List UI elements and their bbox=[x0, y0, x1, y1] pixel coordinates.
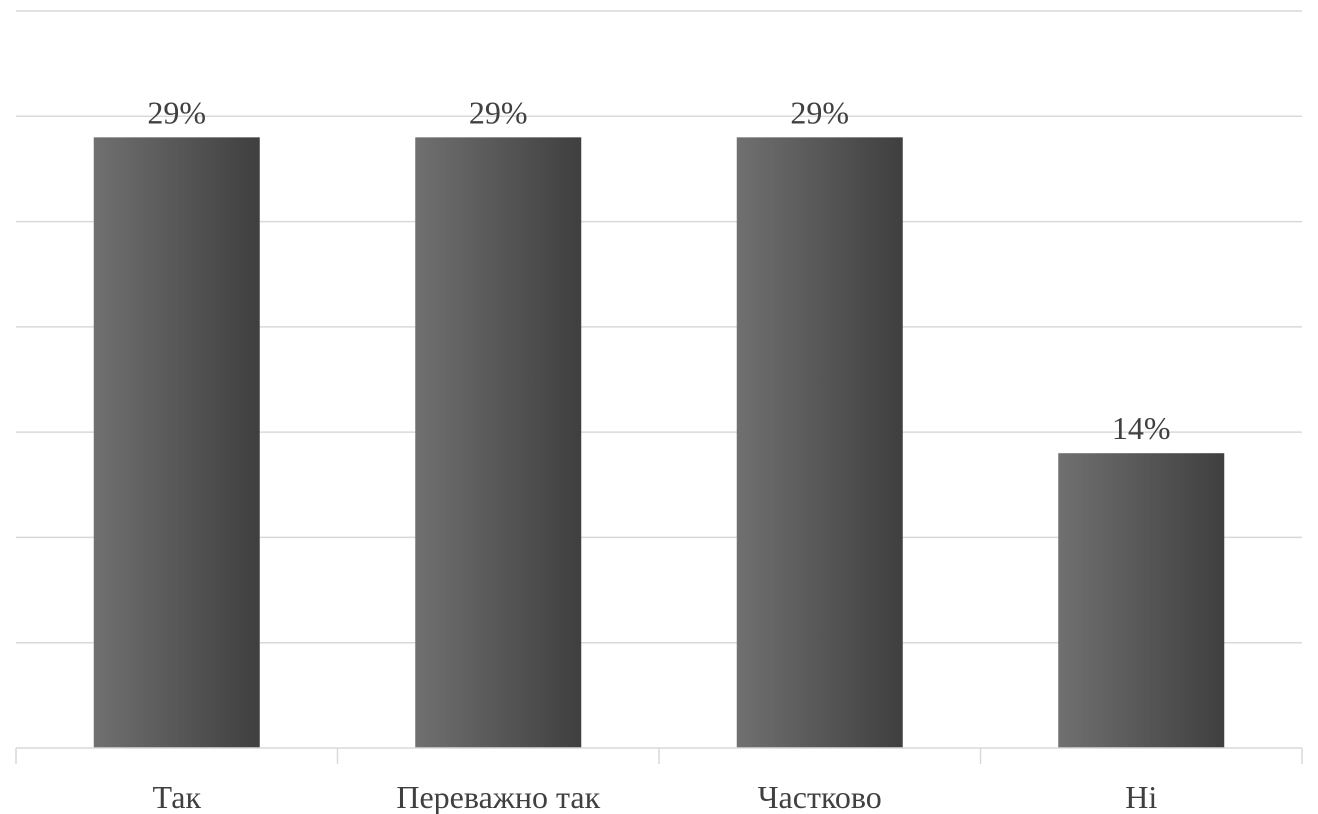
category-labels: Так Переважно так Частково Ні bbox=[153, 779, 1158, 814]
category-label: Переважно так bbox=[396, 779, 600, 814]
x-axis bbox=[15, 747, 1303, 764]
data-label: 29% bbox=[147, 94, 206, 130]
category-label: Ні bbox=[1125, 779, 1157, 814]
category-label: Частково bbox=[758, 779, 882, 814]
bar bbox=[415, 137, 582, 749]
data-labels: 29% 29% 29% 14% bbox=[147, 94, 1170, 446]
category-label: Так bbox=[153, 779, 202, 814]
bar bbox=[93, 137, 260, 749]
data-label: 29% bbox=[469, 94, 528, 130]
data-label: 29% bbox=[790, 94, 849, 130]
bar bbox=[1058, 453, 1225, 748]
bars bbox=[93, 137, 1225, 749]
data-label: 14% bbox=[1112, 410, 1171, 446]
bar bbox=[736, 137, 903, 749]
